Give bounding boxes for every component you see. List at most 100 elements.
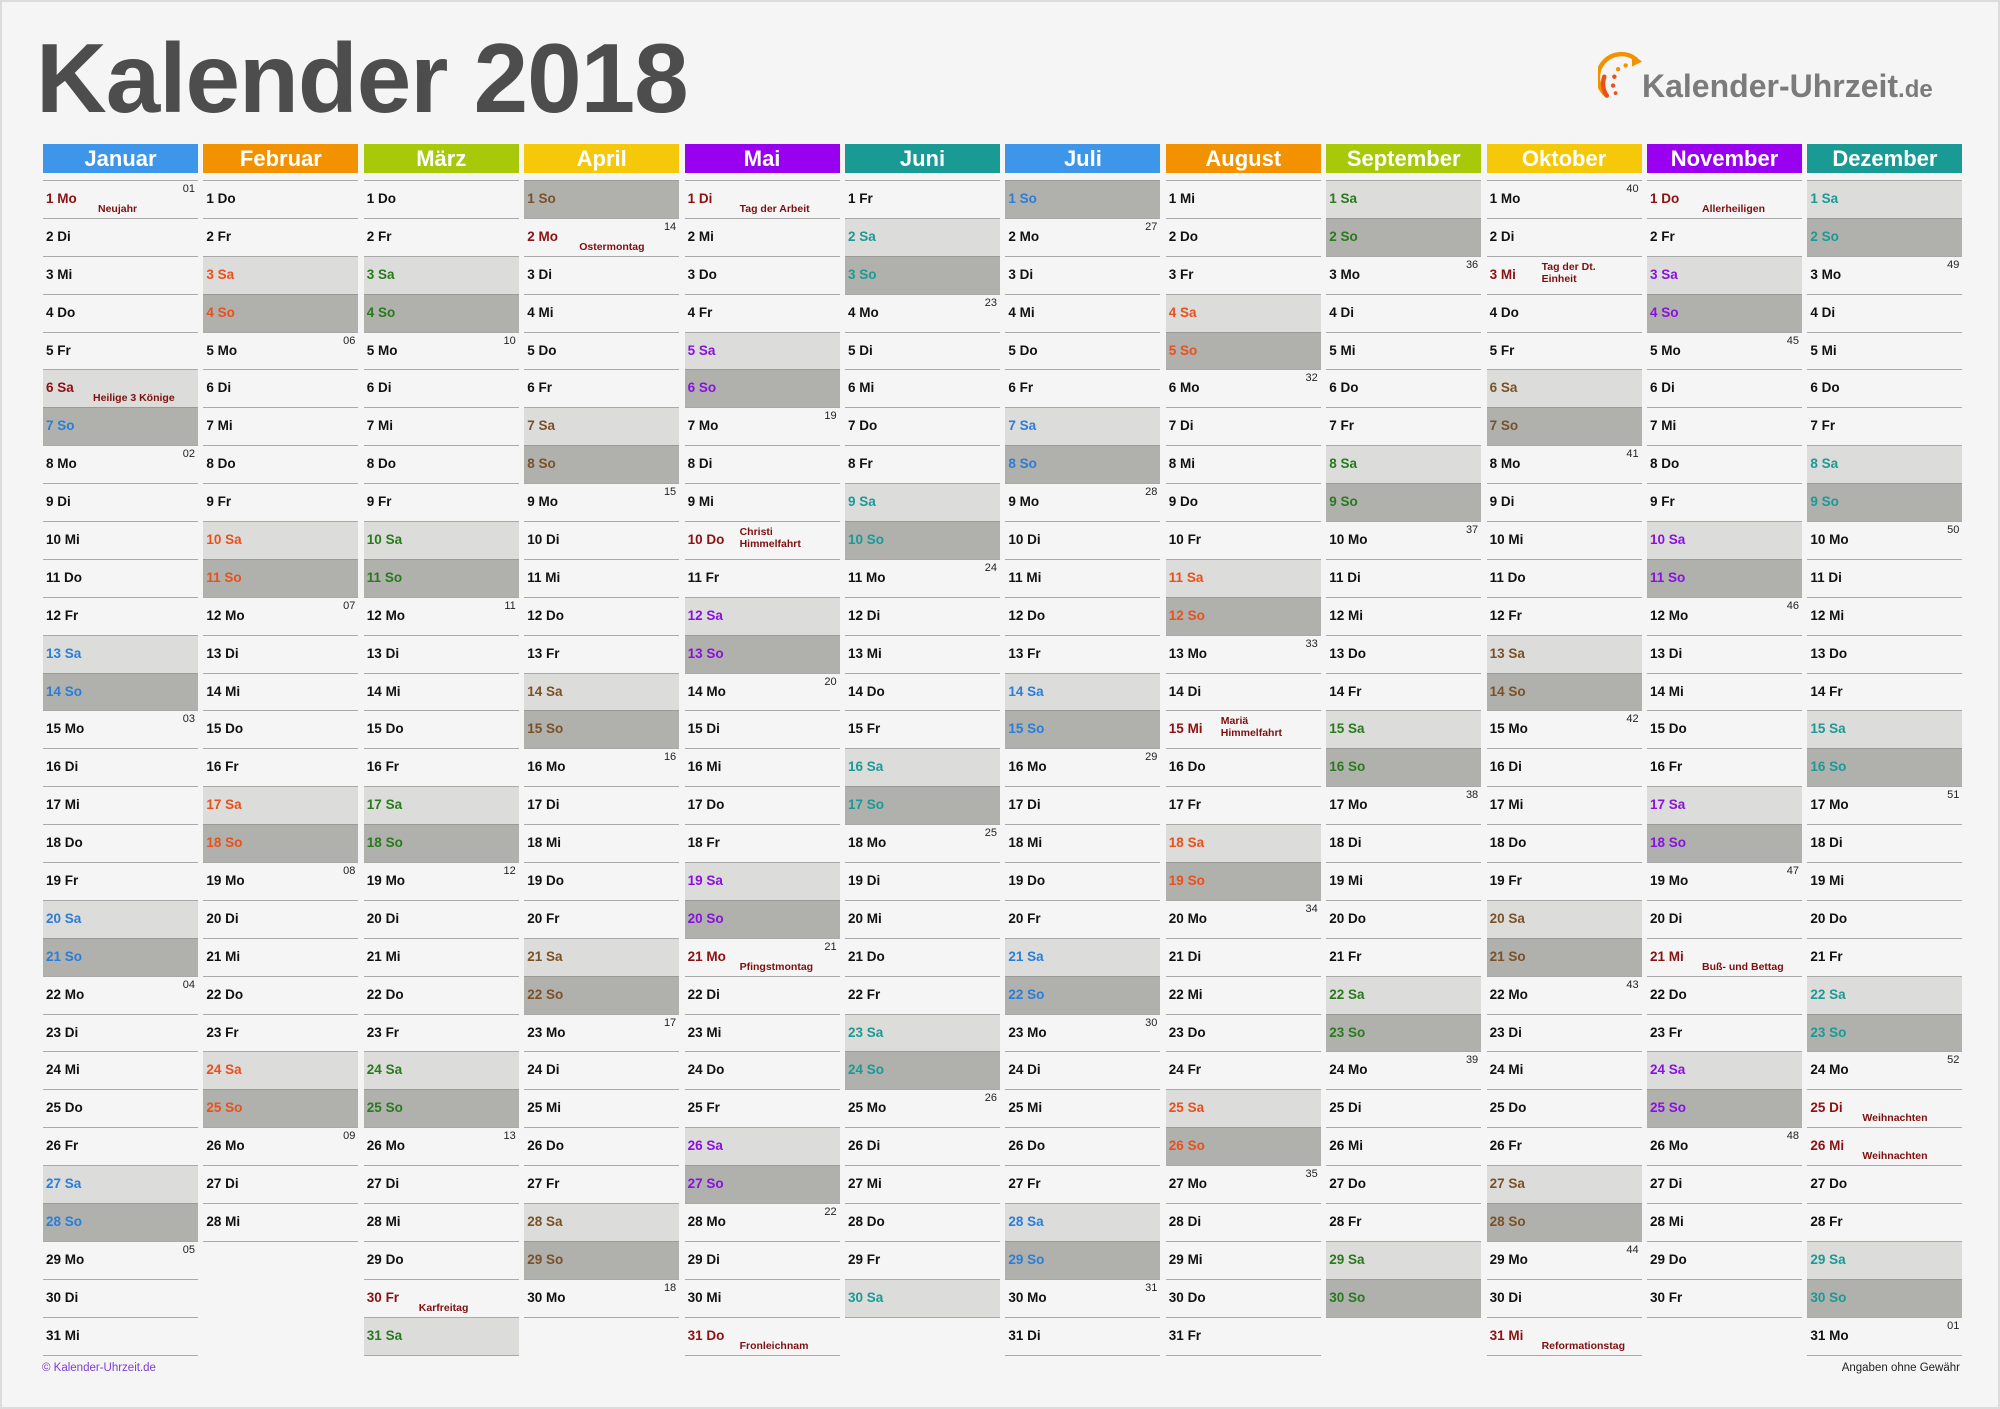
day-cell[interactable]: 9 Do — [1165, 483, 1321, 521]
day-cell[interactable]: 13 Di — [203, 634, 359, 673]
day-cell[interactable]: 26 Sa — [684, 1127, 840, 1166]
day-cell[interactable]: 7 Mi — [203, 407, 359, 445]
day-cell[interactable]: 29 Di — [684, 1240, 840, 1279]
day-cell[interactable]: 1 So — [524, 180, 680, 218]
day-cell[interactable]: 21 So — [1486, 937, 1642, 976]
day-cell[interactable]: 20 Fr — [524, 899, 680, 938]
day-cell[interactable]: 17 Mi — [43, 786, 198, 824]
day-cell[interactable]: 21 So — [43, 937, 198, 976]
day-cell[interactable]: 25 Sa — [1165, 1089, 1321, 1128]
day-cell[interactable]: 17 Sa — [1647, 786, 1802, 825]
day-cell[interactable]: 8 Do — [363, 445, 519, 483]
day-cell[interactable]: 9 Sa — [845, 483, 1000, 522]
day-cell[interactable]: 20 Sa — [1486, 899, 1642, 938]
day-cell[interactable]: 27 Mo 35 — [1165, 1165, 1321, 1203]
day-cell[interactable]: 8 Do — [203, 445, 359, 483]
day-cell[interactable]: 9 So — [1326, 483, 1482, 522]
day-cell[interactable]: 25 Mi — [524, 1089, 680, 1127]
day-cell[interactable]: 30 So — [1326, 1278, 1482, 1318]
day-cell[interactable]: 19 Mo 08 — [203, 862, 359, 900]
day-cell[interactable]: 24 Mi — [1486, 1051, 1642, 1089]
day-cell[interactable]: 28 Fr — [1807, 1203, 1963, 1241]
day-cell[interactable]: 24 Di — [524, 1051, 680, 1089]
day-cell[interactable]: 13 So — [684, 634, 840, 673]
day-cell[interactable]: 13 Mo 33 — [1165, 634, 1321, 673]
day-cell[interactable]: 12 Fr — [1486, 596, 1642, 635]
day-cell[interactable]: 1 Mi — [1165, 180, 1321, 218]
day-cell[interactable]: 29 Fr — [845, 1240, 1000, 1279]
day-cell[interactable]: 24 Mo 39 — [1326, 1051, 1482, 1089]
day-cell[interactable]: 16 Di — [43, 748, 198, 786]
day-cell[interactable]: 16 Mo 29 — [1005, 748, 1161, 786]
day-cell[interactable]: 27 Sa — [43, 1165, 198, 1204]
day-cell[interactable]: 23 So — [1326, 1013, 1482, 1052]
day-cell[interactable]: 13 Fr — [1005, 634, 1161, 673]
day-cell[interactable]: 8 Mo 02 — [43, 445, 198, 483]
logo[interactable]: Kalender-Uhrzeit.de — [1598, 36, 1996, 120]
day-cell[interactable]: 28 So — [43, 1203, 198, 1241]
day-cell[interactable]: 5 Fr — [43, 331, 198, 370]
day-cell[interactable]: 8 So — [1005, 445, 1161, 484]
day-cell[interactable]: 30 Di — [1486, 1278, 1642, 1317]
day-cell[interactable]: 3 Do — [684, 255, 840, 294]
day-cell[interactable]: 29 Do — [363, 1240, 519, 1279]
day-cell[interactable]: 25 Do — [1486, 1089, 1642, 1127]
day-cell[interactable]: 9 Mi — [684, 483, 840, 521]
day-cell[interactable]: 10 Mi — [1486, 521, 1642, 559]
day-cell[interactable]: 5 Fr — [1486, 331, 1642, 370]
day-cell[interactable]: 21 Do — [845, 937, 1000, 976]
day-cell[interactable]: 17 Di — [1005, 786, 1161, 824]
day-cell[interactable]: 9 Di — [1486, 483, 1642, 521]
day-cell[interactable]: 5 Sa — [684, 331, 840, 370]
day-cell[interactable]: 18 So — [363, 824, 519, 863]
day-cell[interactable]: 10 Fr — [1165, 521, 1321, 559]
day-cell[interactable]: 6 Mi — [845, 369, 1000, 407]
day-cell[interactable]: 2 Sa — [845, 217, 1000, 256]
day-cell[interactable]: 16 Mo 16 — [524, 748, 680, 786]
day-cell[interactable]: 12 Fr — [43, 596, 198, 635]
day-cell[interactable]: 24 Sa — [363, 1051, 519, 1090]
day-cell[interactable]: 29 So — [524, 1240, 680, 1279]
day-cell[interactable]: 3 Mi Tag der Dt. Einheit — [1486, 255, 1642, 294]
day-cell[interactable]: 17 Sa — [203, 786, 359, 825]
day-cell[interactable]: 18 Mo 25 — [845, 824, 1000, 862]
day-cell[interactable]: 4 Sa — [1165, 293, 1321, 332]
day-cell[interactable]: 28 Mi — [1647, 1203, 1802, 1241]
day-cell[interactable]: 17 Do — [684, 786, 840, 824]
day-cell[interactable]: 6 Di — [363, 369, 519, 407]
day-cell[interactable]: 13 Di — [1647, 634, 1802, 673]
day-cell[interactable]: 17 Mi — [1486, 786, 1642, 824]
day-cell[interactable]: 10 Di — [1005, 521, 1161, 559]
day-cell[interactable]: 24 Di — [1005, 1051, 1161, 1089]
day-cell[interactable]: 19 So — [1165, 862, 1321, 900]
day-cell[interactable]: 26 Fr — [43, 1127, 198, 1165]
day-cell[interactable]: 12 Mo 07 — [203, 596, 359, 635]
day-cell[interactable]: 12 Do — [524, 596, 680, 635]
day-cell[interactable]: 15 Do — [1647, 710, 1802, 748]
day-cell[interactable]: 22 Do — [1647, 975, 1802, 1014]
day-cell[interactable]: 21 Sa — [1005, 937, 1161, 976]
day-cell[interactable]: 4 Mo 23 — [845, 293, 1000, 332]
day-cell[interactable]: 13 Mi — [845, 634, 1000, 673]
day-cell[interactable]: 16 Fr — [363, 748, 519, 786]
day-cell[interactable]: 1 Do — [203, 180, 359, 218]
day-cell[interactable]: 8 Sa — [1807, 445, 1963, 484]
day-cell[interactable]: 17 So — [845, 786, 1000, 825]
day-cell[interactable]: 10 Sa — [1647, 521, 1802, 559]
day-cell[interactable]: 31 Fr — [1165, 1316, 1321, 1356]
day-cell[interactable]: 27 Mi — [845, 1165, 1000, 1203]
day-cell[interactable]: 13 Fr — [524, 634, 680, 673]
day-cell[interactable]: 4 Di — [1807, 293, 1963, 332]
day-cell[interactable]: 13 Do — [1326, 634, 1482, 673]
day-cell[interactable]: 30 Fr — [1647, 1278, 1802, 1318]
day-cell[interactable]: 4 Di — [1326, 293, 1482, 332]
day-cell[interactable]: 30 Sa — [845, 1278, 1000, 1318]
day-cell[interactable]: 2 Mi — [684, 217, 840, 256]
day-cell[interactable]: 24 Mo 52 — [1807, 1051, 1963, 1089]
day-cell[interactable]: 1 Fr — [845, 180, 1000, 218]
day-cell[interactable]: 9 Fr — [363, 483, 519, 521]
day-cell[interactable]: 29 Sa — [1326, 1240, 1482, 1279]
day-cell[interactable]: 19 Do — [1005, 862, 1161, 900]
day-cell[interactable]: 6 Fr — [524, 369, 680, 407]
day-cell[interactable]: 21 Mo 21 Pfingstmontag — [684, 937, 840, 976]
